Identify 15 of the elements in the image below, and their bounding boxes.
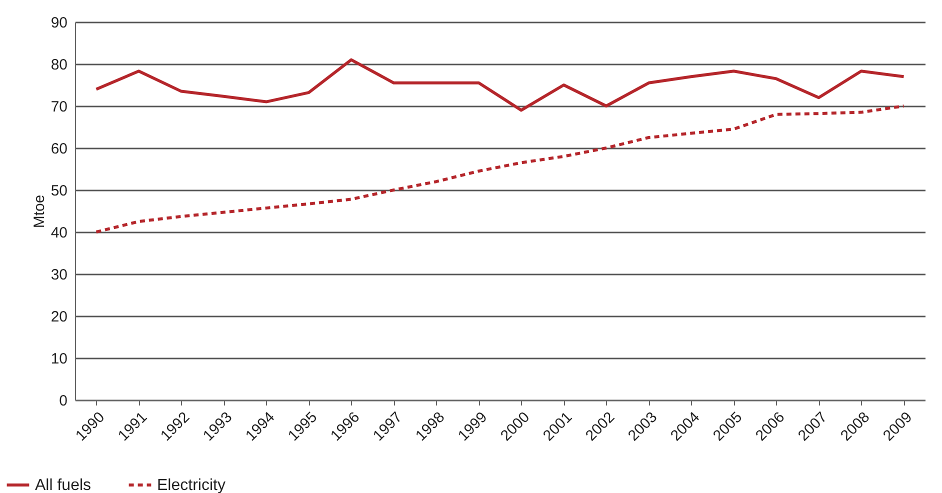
y-tick-label: 20 bbox=[50, 308, 68, 326]
y-tick-label: 50 bbox=[50, 182, 68, 200]
y-tick-label: 0 bbox=[59, 392, 68, 410]
line-series bbox=[94, 58, 906, 112]
y-tick-label: 80 bbox=[50, 56, 68, 74]
y-tick-label: 90 bbox=[50, 14, 68, 32]
legend-label: Electricity bbox=[157, 477, 226, 493]
legend-label: All fuels bbox=[35, 477, 92, 493]
y-tick-label: 10 bbox=[50, 350, 68, 368]
y-tick-label: 60 bbox=[50, 140, 68, 158]
y-tick-label: 30 bbox=[50, 266, 68, 284]
y-tick-label: 70 bbox=[50, 98, 68, 116]
y-axis-title: Mtoe bbox=[30, 194, 48, 228]
y-tick-label: 40 bbox=[50, 224, 68, 242]
line-series bbox=[94, 104, 906, 234]
